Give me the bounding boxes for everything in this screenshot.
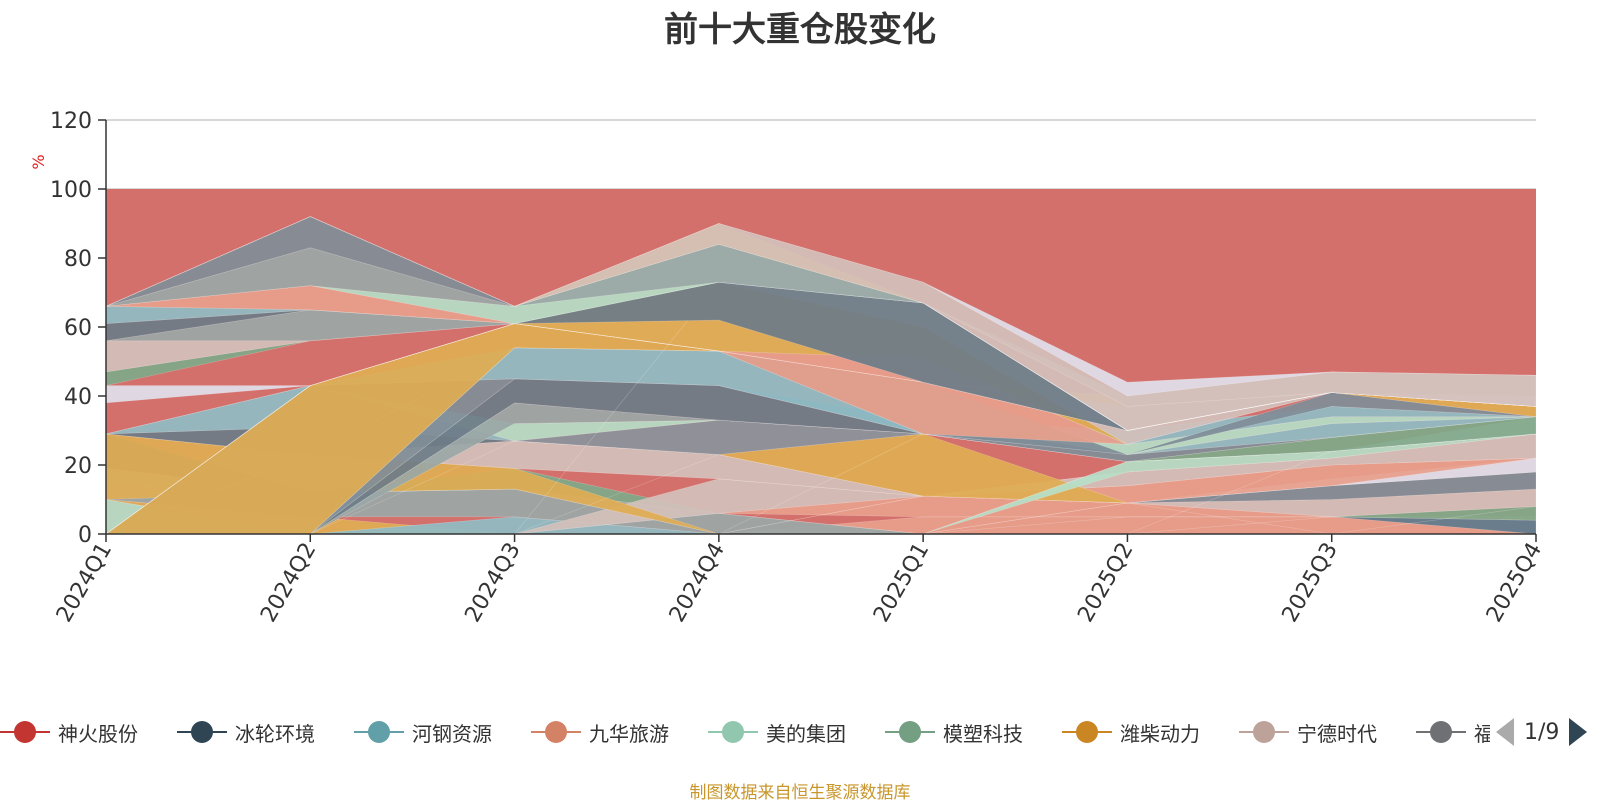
legend-marker-icon bbox=[1239, 720, 1289, 744]
legend-item[interactable]: 宁德时代 bbox=[1239, 712, 1377, 752]
legend-marker-icon bbox=[531, 720, 581, 744]
legend-item[interactable]: 美的集团 bbox=[708, 712, 846, 752]
legend-marker-icon bbox=[1416, 720, 1466, 744]
legend-item[interactable]: 冰轮环境 bbox=[177, 712, 315, 752]
source-note: 制图数据来自恒生聚源数据库 bbox=[689, 783, 911, 803]
legend: 神火股份 冰轮环境 河钢资源 九华旅游 美的集团 模塑科技 潍柴动力 宁德时代 福 bbox=[0, 712, 1490, 752]
legend-label: 宁德时代 bbox=[1297, 721, 1377, 746]
chart-title: 前十大重仓股变化 bbox=[664, 10, 936, 50]
y-tick-label: 80 bbox=[64, 247, 92, 272]
legend-label: 模塑科技 bbox=[943, 721, 1023, 746]
x-tick-label: 2024Q3 bbox=[460, 539, 525, 627]
x-tick-label: 2024Q4 bbox=[665, 539, 730, 627]
x-tick-label: 2025Q3 bbox=[1278, 539, 1343, 627]
legend-dot bbox=[545, 721, 567, 743]
legend-item[interactable]: 潍柴动力 bbox=[1062, 712, 1200, 752]
legend-label: 九华旅游 bbox=[589, 721, 669, 746]
legend-item[interactable]: 河钢资源 bbox=[354, 712, 492, 752]
y-tick-label: 60 bbox=[64, 316, 92, 341]
x-tick-label: 2024Q2 bbox=[256, 539, 321, 627]
legend-page-indicator: 1/9 bbox=[1524, 719, 1560, 745]
band-51 bbox=[105, 216, 1537, 407]
legend-marker-icon bbox=[885, 720, 935, 744]
legend-item[interactable]: 神火股份 bbox=[0, 712, 138, 752]
band-20 bbox=[106, 433, 1536, 535]
legend-label: 潍柴动力 bbox=[1120, 721, 1200, 746]
legend-item[interactable]: 九华旅游 bbox=[531, 712, 669, 752]
legend-dot bbox=[191, 721, 213, 743]
legend-marker-icon bbox=[177, 720, 227, 744]
y-tick-label: 0 bbox=[78, 523, 92, 548]
legend-dot bbox=[368, 721, 390, 743]
legend-prev-page-icon[interactable] bbox=[1496, 718, 1514, 746]
area-bands bbox=[105, 189, 1537, 535]
x-tick-label: 2025Q1 bbox=[869, 539, 934, 627]
legend-dot bbox=[1076, 721, 1098, 743]
legend-dot bbox=[899, 721, 921, 743]
legend-marker-icon bbox=[0, 720, 50, 744]
legend-marker-icon bbox=[1062, 720, 1112, 744]
legend-dot bbox=[1430, 721, 1452, 743]
x-tick-label: 2024Q1 bbox=[52, 539, 117, 627]
legend-marker-icon bbox=[708, 720, 758, 744]
y-tick-label: 40 bbox=[64, 385, 92, 410]
band-41 bbox=[105, 323, 1537, 431]
y-axis-label: % bbox=[29, 154, 48, 169]
legend-item[interactable]: 模塑科技 bbox=[885, 712, 1023, 752]
legend-dot bbox=[14, 721, 36, 743]
legend-item[interactable]: 福 bbox=[1416, 712, 1490, 752]
legend-label: 河钢资源 bbox=[412, 721, 492, 746]
legend-label: 冰轮环境 bbox=[235, 721, 315, 746]
band-42 bbox=[105, 323, 1537, 431]
legend-marker-icon bbox=[354, 720, 404, 744]
band-52 bbox=[105, 216, 1537, 397]
legend-pager: 1/9 bbox=[1496, 716, 1588, 748]
x-tick-label: 2025Q2 bbox=[1073, 539, 1138, 627]
y-tick-label: 120 bbox=[50, 109, 92, 134]
legend-label: 神火股份 bbox=[58, 721, 138, 746]
x-tick-label: 2025Q4 bbox=[1482, 539, 1547, 627]
legend-dot bbox=[722, 721, 744, 743]
legend-next-page-icon[interactable] bbox=[1569, 718, 1588, 746]
legend-label: 福 bbox=[1474, 721, 1490, 746]
y-tick-label: 20 bbox=[64, 454, 92, 479]
y-tick-label: 100 bbox=[50, 178, 92, 203]
legend-dot bbox=[1253, 721, 1275, 743]
legend-label: 美的集团 bbox=[766, 721, 846, 746]
